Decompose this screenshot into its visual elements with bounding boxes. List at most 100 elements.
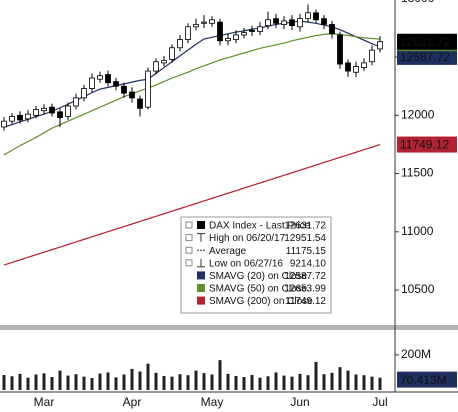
candle-body	[337, 34, 343, 65]
volume-bar	[50, 376, 54, 390]
volume-bar	[162, 375, 166, 390]
candle-body	[321, 18, 327, 25]
volume-tick-label: 200M	[401, 347, 431, 361]
y-tick-label: 12000	[401, 107, 435, 121]
candle-body	[41, 107, 47, 112]
legend-label: SMAVG (50) on Close	[209, 284, 308, 295]
volume-bar	[26, 377, 30, 390]
candle-body	[25, 113, 31, 120]
volume-bar	[2, 375, 6, 390]
candle-body	[329, 24, 335, 35]
candle-body	[169, 47, 175, 60]
candle-body	[185, 26, 191, 41]
candle-body	[353, 65, 359, 73]
candle-body	[233, 34, 239, 41]
sma-line	[3, 20, 381, 128]
volume-bar	[138, 371, 142, 390]
volume-bar	[34, 374, 38, 390]
volume-bar	[282, 375, 286, 390]
panel-divider	[0, 325, 458, 330]
sma-line	[3, 143, 381, 266]
sma-line	[3, 33, 381, 156]
candle-body	[57, 111, 63, 119]
volume-bar	[378, 377, 382, 390]
candle-body	[209, 19, 215, 24]
volume-bar	[258, 377, 262, 390]
volume-bar	[354, 374, 358, 390]
legend-expander	[185, 234, 193, 242]
volume-bar	[346, 370, 350, 390]
y-tick-label: 11500	[401, 166, 434, 180]
volume-bar	[298, 373, 302, 390]
volume-bar	[234, 375, 238, 390]
legend-expander	[185, 259, 193, 267]
volume-bar	[82, 376, 86, 390]
candle-body	[97, 75, 103, 80]
candle-body	[121, 85, 127, 94]
x-tick-label: Mar	[34, 395, 55, 409]
x-tick-label: Jul	[372, 395, 387, 409]
y-tick-label: 11000	[401, 224, 434, 238]
volume-bar	[98, 373, 102, 390]
volume-bar	[330, 372, 334, 390]
candle-body	[9, 116, 15, 122]
candle-body	[17, 114, 23, 121]
candle-body	[105, 74, 111, 84]
value-tag-label: 11749.12	[400, 138, 449, 152]
volume-bar	[122, 374, 126, 390]
volume-bar	[218, 360, 222, 390]
legend-label: High on 06/20/17	[209, 233, 286, 244]
volume-bar	[170, 376, 174, 390]
value-tag	[397, 371, 457, 388]
legend-value: 12951.54	[284, 233, 326, 244]
candle-body	[313, 12, 319, 21]
value-tag	[397, 33, 457, 50]
value-tag	[397, 136, 457, 153]
candle-body	[265, 19, 271, 27]
volume-bar	[114, 377, 118, 390]
volume-bar	[186, 375, 190, 390]
legend-expander	[185, 221, 193, 229]
volume-bar	[226, 373, 230, 390]
candle-body	[257, 26, 263, 32]
candle-body	[129, 91, 135, 99]
candle-body	[305, 12, 311, 20]
legend-swatch	[197, 284, 205, 292]
volume-bar	[66, 375, 70, 390]
legend-value: 12653.99	[284, 284, 326, 295]
candle-body	[217, 21, 223, 42]
candle-body	[377, 41, 383, 50]
candle-body	[153, 61, 159, 72]
value-tag	[397, 48, 457, 65]
candle-body	[65, 105, 71, 117]
legend-label: SMAVG (200) on Close	[209, 296, 313, 307]
candle-body	[89, 77, 95, 89]
candle-body	[225, 38, 231, 42]
legend-value: 11175.15	[286, 246, 327, 257]
legend-swatch	[197, 221, 205, 229]
volume-bar	[106, 372, 110, 390]
value-tag-label: 70.413M	[400, 373, 447, 387]
y-tick-label: 13000	[401, 0, 435, 5]
volume-bar	[290, 376, 294, 390]
candle-body	[289, 19, 295, 27]
volume-bar	[18, 373, 22, 390]
candle-body	[177, 39, 183, 49]
candle-body	[161, 60, 167, 64]
legend-value: 12631.72	[284, 221, 326, 232]
volume-bar	[370, 376, 374, 390]
legend-box	[180, 216, 332, 314]
volume-bar	[90, 378, 94, 390]
candle-body	[113, 81, 119, 87]
volume-bar	[194, 370, 198, 390]
candle-body	[33, 109, 39, 116]
x-tick-label: May	[201, 395, 224, 409]
legend-expander	[185, 246, 193, 254]
candle-body	[145, 70, 151, 108]
candle-body	[369, 49, 375, 63]
candle-body	[201, 21, 207, 24]
legend-swatch	[197, 296, 205, 305]
